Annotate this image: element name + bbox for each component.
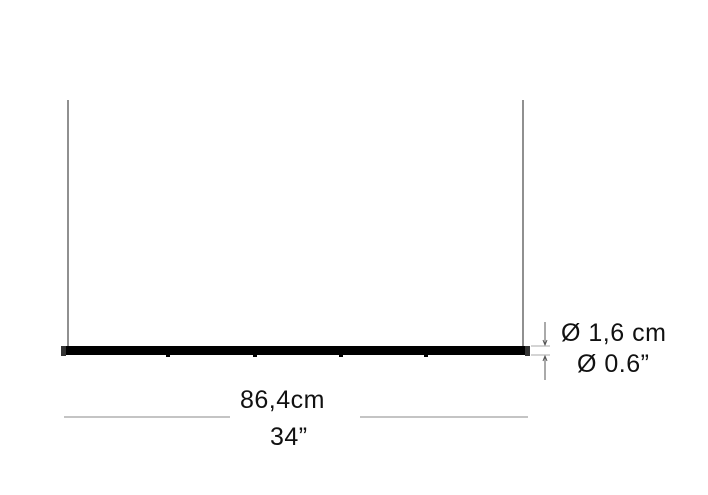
led-marks: [166, 355, 428, 357]
diameter-in-label: Ø 0.6”: [577, 350, 650, 378]
diameter-dimension-marker: [531, 322, 550, 380]
bar-end-cap-left: [61, 346, 66, 356]
width-cm-label: 86,4cm: [240, 386, 325, 414]
diameter-cm-label: Ø 1,6 cm: [561, 319, 667, 347]
bar-end-cap-right: [525, 346, 530, 356]
width-in-label: 34”: [270, 423, 308, 451]
lamp-bar: [61, 346, 530, 355]
